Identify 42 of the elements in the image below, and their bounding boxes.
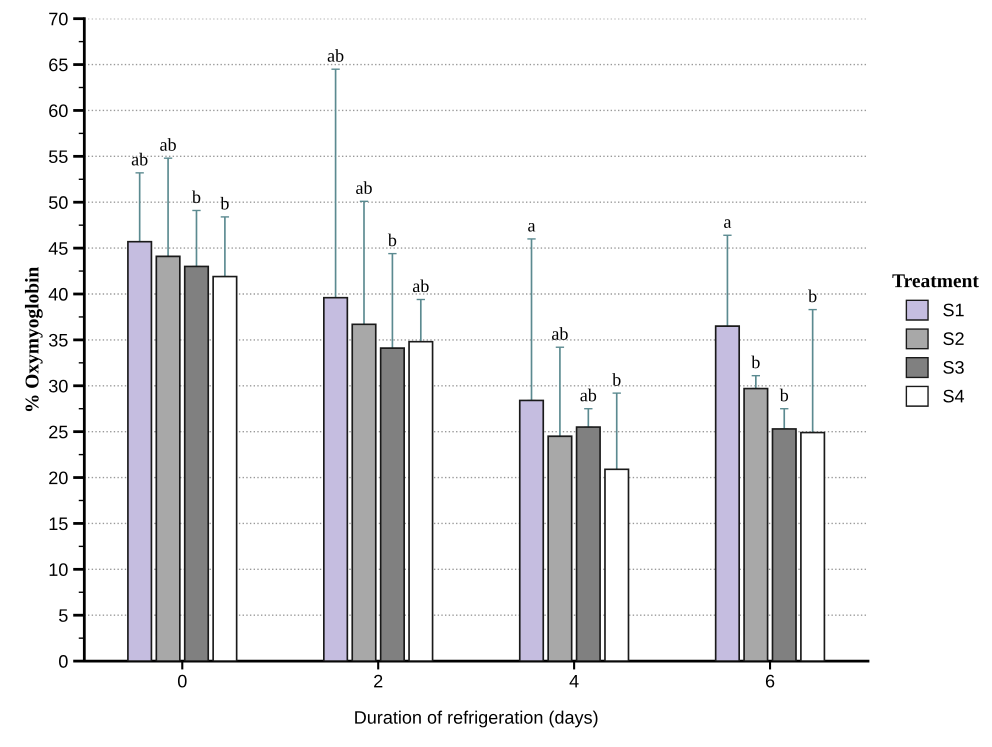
x-tick-label: 4 bbox=[570, 674, 579, 688]
y-tick-label: 50 bbox=[48, 196, 68, 209]
y-tick-label: 35 bbox=[48, 334, 68, 347]
annotation: b bbox=[751, 356, 760, 368]
y-tick-label: 10 bbox=[50, 563, 68, 576]
y-tick-label: 70 bbox=[49, 12, 68, 26]
annotation: ab bbox=[132, 152, 148, 166]
annotation: ab bbox=[160, 138, 176, 151]
annotation: a bbox=[724, 219, 732, 228]
y-tick-label: 30 bbox=[48, 380, 68, 392]
annotation: ab bbox=[356, 181, 372, 194]
y-tick-label: 15 bbox=[50, 518, 68, 530]
annotation: ab bbox=[412, 279, 429, 292]
y-tick-label: 25 bbox=[49, 426, 68, 438]
annotation: b bbox=[780, 388, 788, 402]
y-tick-label: 5 bbox=[59, 609, 68, 622]
annotation: b bbox=[220, 196, 229, 210]
legend-label: S2 bbox=[943, 332, 964, 346]
y-tick-label: 55 bbox=[48, 150, 68, 164]
x-axis-title: Duration of refrigeration (days) bbox=[355, 710, 598, 728]
legend-title: Treatment bbox=[892, 274, 979, 288]
y-tick-label: 60 bbox=[49, 104, 68, 118]
y-tick-label: 20 bbox=[49, 471, 68, 484]
annotation: b bbox=[388, 234, 396, 246]
annotation: b bbox=[808, 290, 816, 302]
y-tick-label: 0 bbox=[59, 655, 68, 668]
annotation: b bbox=[612, 373, 621, 386]
legend-label: S1 bbox=[943, 304, 964, 316]
y-tick-label: 45 bbox=[48, 242, 68, 255]
x-tick-label: 2 bbox=[374, 674, 382, 688]
legend-label: S4 bbox=[943, 390, 964, 403]
x-tick-label: 0 bbox=[178, 674, 187, 688]
annotation: ab bbox=[552, 327, 568, 340]
y-tick-label: 40 bbox=[48, 288, 68, 301]
annotation: a bbox=[528, 222, 536, 232]
x-tick-label: 6 bbox=[766, 674, 774, 688]
legend-label: S3 bbox=[943, 361, 964, 374]
annotation: b bbox=[192, 190, 200, 204]
y-axis-title: % Oxymyoglobin bbox=[24, 266, 43, 412]
annotation: ab bbox=[328, 49, 344, 62]
y-tick-label: 65 bbox=[49, 58, 68, 72]
annotation: ab bbox=[580, 388, 596, 402]
